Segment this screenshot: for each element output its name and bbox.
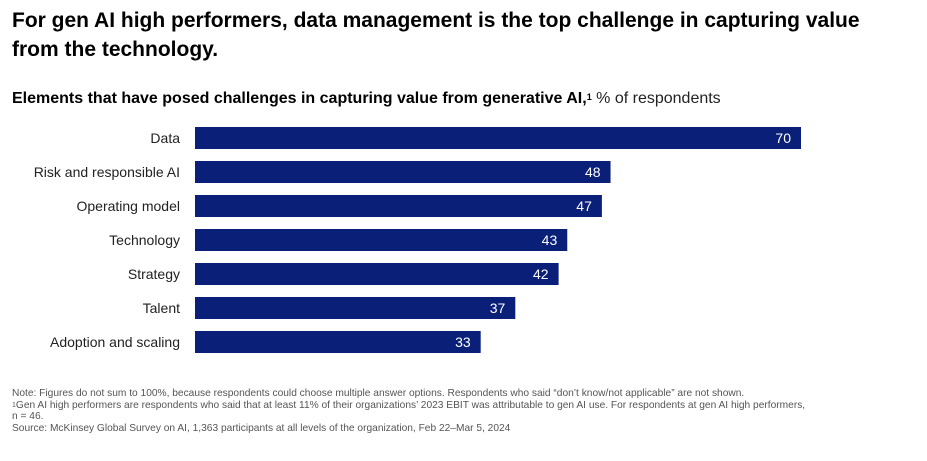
category-label: Operating model [76, 198, 180, 214]
value-label: 47 [576, 198, 592, 214]
value-label: 33 [455, 334, 471, 350]
footnote-mark: 1 [12, 401, 16, 409]
bar-chart: Data 70 Risk and responsible AI 48 Operating… [34, 127, 801, 353]
footnote-line: 1Gen AI high performers are respondents … [12, 400, 812, 423]
bar [195, 297, 516, 319]
subtitle-footnote-mark: 1 [586, 92, 592, 102]
chart-notes: Note: Figures do not sum to 100%, becaus… [12, 388, 812, 434]
value-label: 43 [542, 232, 558, 248]
category-label: Technology [109, 232, 180, 248]
category-label: Talent [143, 300, 180, 316]
bar [195, 263, 559, 285]
subtitle-unit: % of respondents [596, 90, 721, 107]
value-label: 37 [490, 300, 506, 316]
bar [195, 331, 481, 353]
note-text: Note: Figures do not sum to 100%, becaus… [12, 388, 745, 399]
chart-subtitle: Elements that have posed challenges in c… [12, 89, 721, 109]
value-label: 70 [775, 130, 791, 146]
footnote-text: Gen AI high performers are respondents w… [12, 399, 806, 423]
category-label: Data [150, 130, 180, 146]
subtitle-main: Elements that have posed challenges in c… [12, 90, 587, 107]
source-text: Source: McKinsey Global Survey on AI, 1,… [12, 422, 511, 434]
chart-headline: For gen AI high performers, data managem… [12, 9, 860, 61]
bar [195, 161, 611, 183]
category-label: Strategy [128, 266, 180, 282]
value-label: 48 [585, 164, 601, 180]
bar [195, 195, 602, 217]
category-label: Adoption and scaling [50, 334, 180, 350]
category-label: Risk and responsible AI [34, 164, 180, 180]
bar [195, 127, 801, 149]
bar [195, 229, 568, 251]
value-label: 42 [533, 266, 549, 282]
